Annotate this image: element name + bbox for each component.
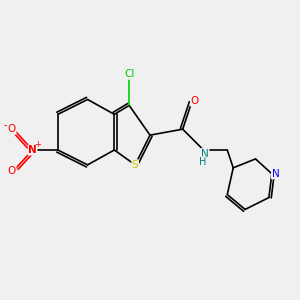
Text: N: N [28,145,37,155]
Text: O: O [190,96,199,106]
Text: O: O [8,124,16,134]
Text: -: - [3,120,7,130]
Text: N: N [201,148,209,159]
Text: O: O [8,166,16,176]
Text: H: H [199,157,207,167]
Text: Cl: Cl [124,69,134,79]
Text: +: + [34,140,41,149]
Text: N: N [272,169,279,179]
Text: S: S [132,160,139,170]
